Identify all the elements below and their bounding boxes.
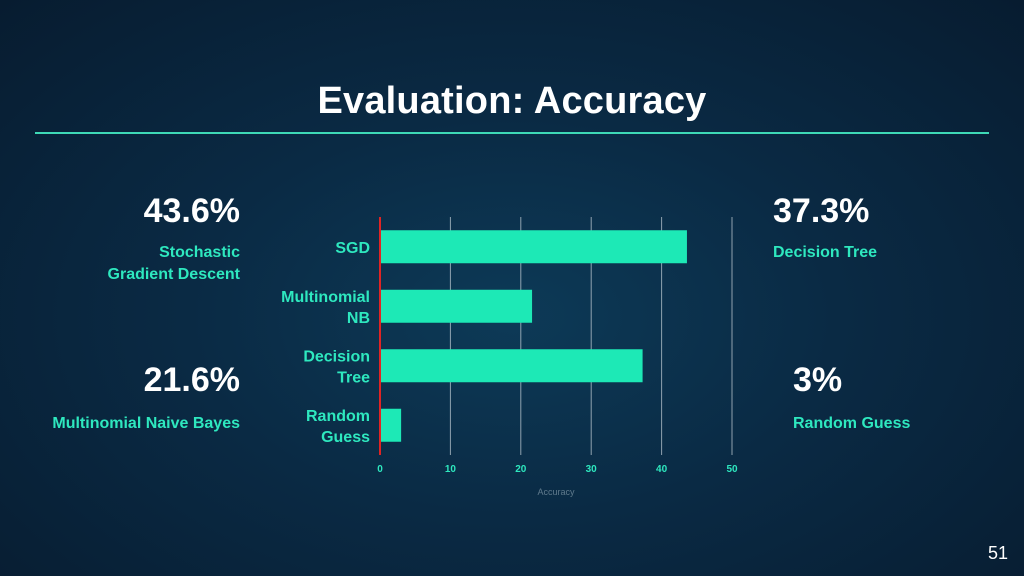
category-label-2-1: Tree [337,369,370,386]
page-number: 51 [987,543,1008,563]
stat-dt-value: 37.3% [773,192,870,230]
x-tick-label-0: 0 [377,464,383,475]
category-label-1-0: Multinomial [281,289,370,306]
stat-dt: 37.3% Decision Tree [773,194,877,264]
slide-title: Evaluation: Accuracy [317,80,707,122]
stat-sgd-label-line1: Stochastic [159,244,240,261]
stat-rg-value: 3% [793,361,843,399]
stat-rg-label: Random Guess [793,415,911,432]
stat-sgd-label-line2: Gradient Descent [107,265,240,283]
stat-sgd-label: Stochastic Gradient Descent [108,242,240,285]
x-tick-label-50: 50 [726,464,738,475]
x-tick-label-10: 10 [445,464,457,475]
x-axis-label: Accuracy [537,487,575,497]
bar-2 [380,349,643,383]
bar-0 [380,230,687,264]
stat-sgd-value: 43.6% [143,192,240,230]
title-divider [35,132,989,134]
x-tick-label-30: 30 [586,464,598,475]
stat-sgd: 43.6% Stochastic Gradient Descent [108,194,240,285]
x-tick-label-40: 40 [656,464,668,475]
stat-mnb-value: 21.6% [143,361,240,399]
stat-rg: 3% Random Guess [793,363,910,435]
category-label-3-0: Random [306,408,370,425]
x-tick-label-20: 20 [515,464,527,475]
stat-mnb-label: Multinomial Naive Bayes [52,415,240,432]
bar-1 [380,289,533,323]
bar-3 [380,408,402,442]
category-label-0-0: SGD [335,240,370,257]
category-label-1-1: NB [347,310,370,327]
accuracy-chart: 0 10 20 30 40 50 SGD Multinomial NB Decision Tree R… [250,205,770,510]
category-label-3-1: Guess [321,429,370,446]
accuracy-bar-chart-svg: 0 10 20 30 40 50 SGD Multinomial NB Decision Tree R… [281,217,738,497]
stat-mnb: 21.6% Multinomial Naive Bayes [52,363,240,435]
stat-dt-label: Decision Tree [773,244,878,261]
category-label-2-0: Decision [303,348,370,365]
